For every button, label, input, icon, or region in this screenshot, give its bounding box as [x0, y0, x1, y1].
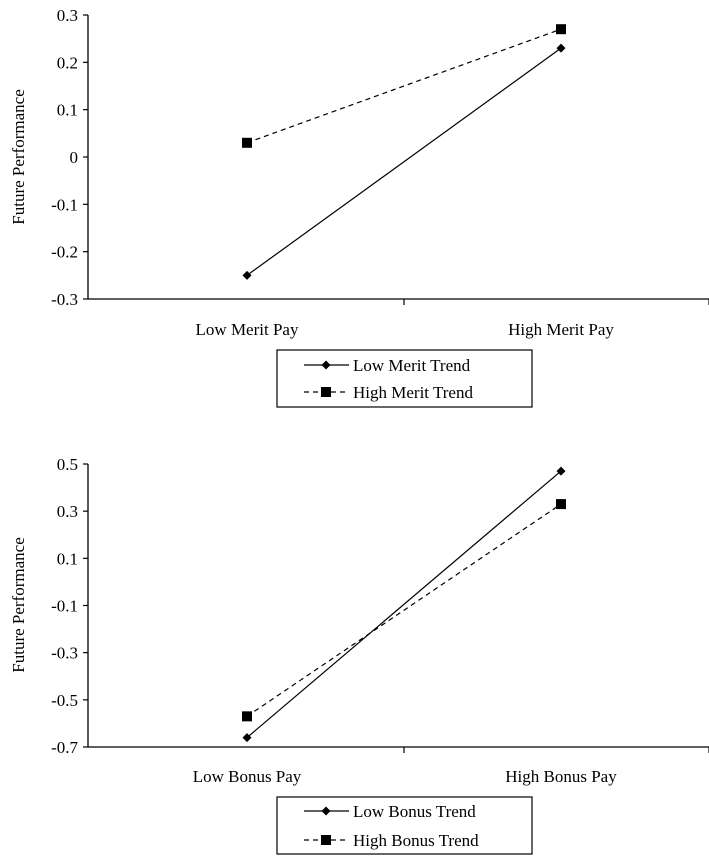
legend-marker-0 [321, 806, 331, 816]
series-line-1 [246, 503, 562, 717]
x-tick-label: Low Bonus Pay [193, 767, 302, 786]
legend-label-1: High Bonus Trend [353, 831, 479, 850]
legend-marker-1 [321, 387, 331, 397]
y-tick-label: 0.1 [57, 101, 78, 120]
y-axis-label: Future Performance [9, 537, 28, 672]
y-tick-label: 0 [70, 148, 79, 167]
merit-pay-chart: 0.3 0.2 0.1 0 -0.1 -0.2 -0.3 Low Merit Pay High … [9, 6, 709, 408]
legend-label-0: Low Bonus Trend [353, 802, 476, 821]
y-tick-label: -0.5 [51, 691, 78, 710]
y-tick-label: -0.3 [51, 290, 78, 309]
data-point-0 [556, 466, 566, 476]
data-point-0 [242, 733, 252, 743]
y-tick-label: 0.2 [57, 53, 78, 72]
series-line-0 [246, 470, 562, 739]
series-line-1 [246, 28, 562, 144]
y-tick-label: -0.1 [51, 597, 78, 616]
data-point-0 [242, 270, 252, 280]
y-tick-label: 0.3 [57, 6, 78, 25]
y-tick-label: 0.3 [57, 502, 78, 521]
bonus-pay-chart: 0.5 0.3 0.1 -0.1 -0.3 -0.5 -0.7 Low Bonus Pay Hi… [9, 455, 709, 855]
y-axis-label: Future Performance [9, 89, 28, 224]
legend-box [276, 796, 533, 855]
data-point-0 [556, 43, 566, 53]
series-line-0 [246, 47, 562, 276]
y-tick-label: 0.5 [57, 455, 78, 474]
legend-marker-0 [321, 360, 331, 370]
x-tick-label: High Merit Pay [508, 320, 614, 339]
legend-label-1: High Merit Trend [353, 383, 473, 402]
x-tick-label: High Bonus Pay [505, 767, 617, 786]
x-tick-label: Low Merit Pay [196, 320, 299, 339]
legend-marker-1 [321, 835, 331, 845]
data-point-1 [242, 137, 252, 148]
data-point-1 [556, 24, 566, 35]
y-tick-label: -0.1 [51, 195, 78, 214]
legend-label-0: Low Merit Trend [353, 356, 471, 375]
legend-box [276, 349, 533, 408]
y-tick-label: -0.2 [51, 243, 78, 262]
y-tick-label: -0.3 [51, 644, 78, 663]
data-point-1 [556, 499, 566, 510]
y-tick-label: -0.7 [51, 738, 78, 757]
y-tick-label: 0.1 [57, 549, 78, 568]
data-point-1 [242, 711, 252, 722]
